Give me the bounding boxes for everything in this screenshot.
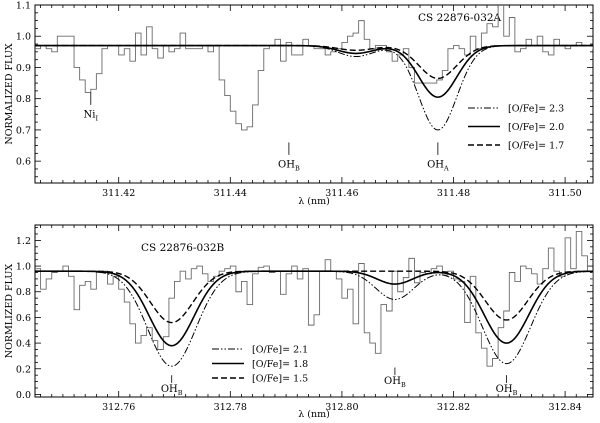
synthetic-spectrum-2 xyxy=(35,270,593,324)
x-tick-label: 312.80 xyxy=(325,402,358,413)
legend-label: [O/Fe]= 2.0 xyxy=(508,122,564,133)
plot-frame xyxy=(34,4,594,184)
line-identifier-label: OHB xyxy=(496,384,518,397)
line-identifier-label: NiI xyxy=(84,109,99,122)
line-identifier-label: OHA xyxy=(427,159,449,172)
x-tick-label: 311.50 xyxy=(548,188,581,199)
x-tick-label: 311.46 xyxy=(325,188,358,199)
legend-label: [O/Fe]= 1.5 xyxy=(252,374,308,385)
y-tick-label: 0.4 xyxy=(16,339,31,350)
panel-cs-22876-032a: 311.42 311.44 311.46 311.48 311.50 0.6 0.7 0.8 0… xyxy=(4,1,594,207)
y-tick-label: 0.7 xyxy=(16,125,31,136)
chart-title: CS 22876-032A xyxy=(418,12,502,24)
legend-label: [O/Fe]= 1.8 xyxy=(252,359,308,370)
y-tick-label: 0.9 xyxy=(16,63,31,74)
y-tick-label: 0.8 xyxy=(16,94,31,105)
x-tick-label: 311.42 xyxy=(102,188,135,199)
synthetic-spectrum-2 xyxy=(35,44,593,80)
y-tick-label: 0.0 xyxy=(16,390,31,401)
legend-label: [O/Fe]= 1.7 xyxy=(508,141,564,152)
synthetic-spectrum-1 xyxy=(35,270,593,347)
y-axis-label: NORMALIZED FLUX xyxy=(4,43,15,144)
x-tick-label: 312.82 xyxy=(437,402,470,413)
observed-spectrum xyxy=(35,230,593,367)
panel-cs-22876-032b: 312.76 312.78 312.80 312.82 312.84 0.0 0.2 0.4 0… xyxy=(4,224,594,420)
x-axis-label: λ (nm) xyxy=(298,196,330,207)
y-axis-label: NORMLIZED FLUX xyxy=(4,264,15,359)
line-identifier-label: OHB xyxy=(384,376,406,389)
y-tick-label: 1.0 xyxy=(16,32,31,43)
synthetic-spectrum-0 xyxy=(35,45,593,131)
chart-title: CS 22876-032B xyxy=(141,242,225,254)
y-tick-label: 0.6 xyxy=(16,157,31,168)
line-identifier-label: OHB xyxy=(161,384,183,397)
x-tick-label: 312.76 xyxy=(102,402,135,413)
synthetic-spectrum-0 xyxy=(35,270,593,367)
observed-spectrum xyxy=(35,5,593,131)
x-axis-label: λ (nm) xyxy=(298,409,330,420)
y-tick-label: 0.8 xyxy=(16,287,31,298)
x-tick-label: 311.48 xyxy=(437,188,470,199)
legend-label: [O/Fe]= 2.3 xyxy=(508,104,564,115)
x-tick-label: 312.78 xyxy=(214,402,247,413)
y-tick-label: 0.6 xyxy=(16,313,31,324)
line-identifier-label: OHB xyxy=(278,159,300,172)
y-tick-label: 1.2 xyxy=(16,236,31,247)
y-tick-label: 1.1 xyxy=(16,1,31,12)
x-tick-label: 311.44 xyxy=(214,188,247,199)
legend-label: [O/Fe]= 2.1 xyxy=(252,345,308,356)
x-tick-label: 312.84 xyxy=(548,402,581,413)
y-tick-label: 0.2 xyxy=(16,364,31,375)
y-tick-label: 1.0 xyxy=(16,262,31,273)
